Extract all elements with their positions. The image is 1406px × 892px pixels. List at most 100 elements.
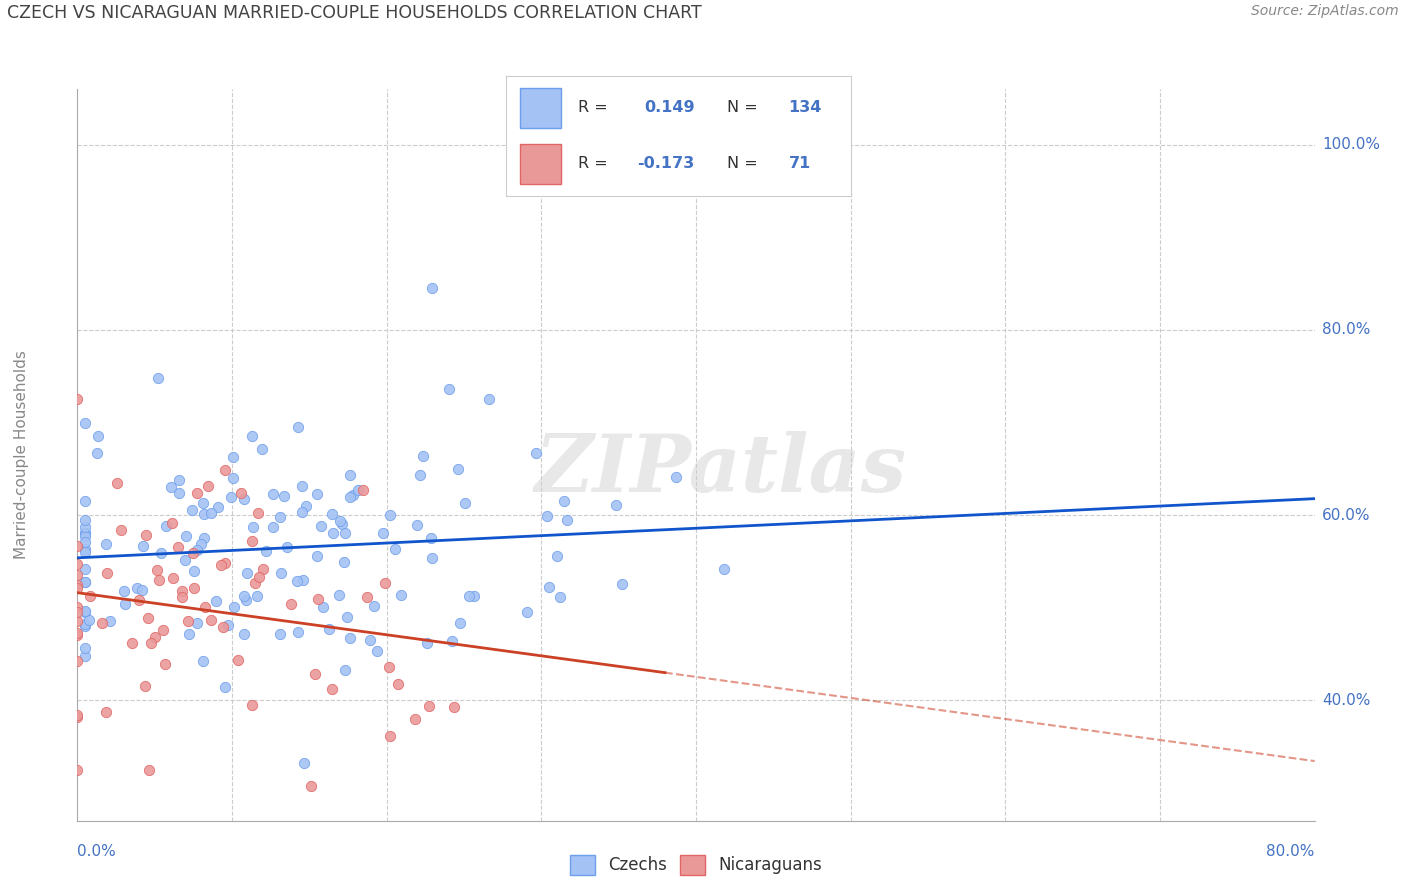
Point — [211, 620, 233, 634]
Text: 100.0%: 100.0% — [1323, 137, 1381, 153]
Text: 71: 71 — [789, 156, 811, 171]
Point — [332, 555, 354, 569]
Point — [152, 623, 174, 637]
Point — [416, 635, 439, 649]
Point — [291, 479, 314, 493]
Point — [90, 616, 112, 631]
Point — [75, 561, 96, 575]
Point — [75, 416, 96, 430]
Text: 0.0%: 0.0% — [77, 844, 117, 859]
Point — [478, 392, 501, 406]
Point — [246, 589, 269, 603]
Point — [339, 468, 361, 483]
Point — [183, 564, 205, 578]
Point — [339, 631, 361, 645]
Point — [66, 626, 89, 640]
Point — [287, 624, 309, 639]
Point — [75, 526, 96, 541]
Point — [419, 532, 441, 546]
Point — [193, 496, 215, 510]
Point — [66, 654, 89, 668]
Point — [409, 467, 432, 482]
Text: R =: R = — [578, 156, 609, 171]
Point — [292, 574, 315, 588]
Point — [66, 392, 89, 406]
Point — [420, 281, 443, 295]
Point — [240, 429, 263, 443]
Point — [605, 498, 627, 512]
Point — [66, 707, 89, 722]
Point — [270, 566, 292, 580]
Point — [143, 630, 166, 644]
Point — [66, 710, 89, 724]
Point — [179, 627, 201, 641]
Point — [174, 553, 197, 567]
Point — [366, 644, 388, 658]
Point — [174, 529, 197, 543]
Point — [299, 780, 322, 794]
Point — [139, 636, 162, 650]
Point — [146, 371, 169, 385]
Point — [186, 542, 208, 557]
Point — [181, 546, 204, 560]
Text: -0.173: -0.173 — [637, 156, 695, 171]
Point — [247, 569, 270, 583]
Point — [191, 654, 214, 668]
Point — [269, 626, 291, 640]
Point — [138, 610, 160, 624]
Point — [245, 576, 267, 591]
Point — [269, 509, 291, 524]
Point — [422, 551, 444, 566]
Point — [329, 514, 352, 528]
Point — [418, 699, 440, 714]
Point — [66, 581, 89, 595]
Point — [262, 520, 284, 534]
Point — [121, 636, 143, 650]
Point — [307, 592, 329, 607]
Point — [75, 526, 96, 541]
Point — [138, 763, 160, 777]
Point — [167, 485, 190, 500]
Point — [347, 483, 370, 497]
Point — [75, 641, 96, 656]
Point — [66, 605, 89, 619]
Point — [713, 562, 735, 576]
Point — [75, 604, 96, 618]
Text: R =: R = — [578, 100, 609, 115]
Point — [235, 592, 257, 607]
Point — [280, 597, 302, 611]
Point — [371, 525, 394, 540]
Point — [250, 442, 273, 457]
Point — [412, 450, 434, 464]
Point — [86, 446, 108, 460]
Point — [524, 446, 547, 460]
Text: CZECH VS NICARAGUAN MARRIED-COUPLE HOUSEHOLDS CORRELATION CHART: CZECH VS NICARAGUAN MARRIED-COUPLE HOUSE… — [7, 4, 702, 22]
FancyBboxPatch shape — [520, 145, 561, 185]
Point — [66, 628, 89, 642]
Point — [96, 566, 118, 581]
Point — [359, 632, 381, 647]
Point — [128, 593, 150, 607]
Point — [304, 666, 326, 681]
Point — [537, 580, 560, 594]
Point — [318, 623, 340, 637]
Point — [207, 500, 229, 514]
Point — [75, 541, 96, 556]
Point — [312, 599, 335, 614]
Point — [254, 543, 277, 558]
Legend: Czechs, Nicaraguans: Czechs, Nicaraguans — [562, 848, 830, 882]
Point — [356, 590, 378, 604]
Point — [79, 589, 101, 603]
Point — [224, 600, 246, 615]
Point — [200, 613, 222, 627]
Point — [183, 581, 205, 595]
Point — [98, 614, 121, 628]
Point — [546, 549, 568, 564]
Point — [233, 626, 256, 640]
Point — [75, 575, 96, 590]
Point — [363, 599, 385, 613]
Point — [437, 382, 460, 396]
Point — [226, 653, 249, 667]
Point — [380, 729, 402, 743]
Point — [321, 508, 343, 522]
